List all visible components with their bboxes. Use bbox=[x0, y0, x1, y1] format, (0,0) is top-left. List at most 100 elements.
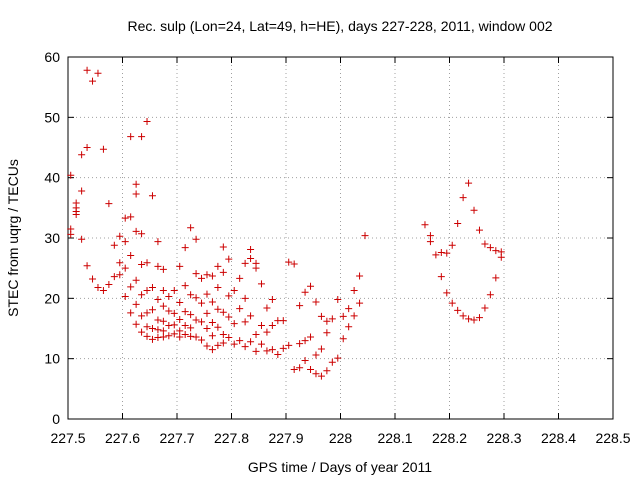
data-point bbox=[219, 308, 227, 316]
data-point bbox=[132, 190, 140, 198]
data-point bbox=[339, 335, 347, 343]
data-point bbox=[257, 321, 265, 329]
data-point bbox=[247, 245, 255, 253]
data-point bbox=[110, 273, 118, 281]
data-point bbox=[328, 358, 336, 366]
data-point bbox=[116, 259, 124, 267]
data-point bbox=[198, 299, 206, 307]
data-point bbox=[192, 235, 200, 243]
data-point bbox=[208, 272, 216, 280]
data-point bbox=[214, 283, 222, 291]
data-point bbox=[465, 179, 473, 187]
data-point bbox=[138, 261, 146, 269]
data-point bbox=[323, 317, 331, 325]
data-point bbox=[334, 354, 342, 362]
data-point bbox=[94, 69, 102, 77]
data-point bbox=[236, 305, 244, 313]
data-point bbox=[208, 346, 216, 354]
data-point bbox=[350, 286, 358, 294]
data-point bbox=[448, 241, 456, 249]
data-point bbox=[279, 344, 287, 352]
data-point bbox=[89, 275, 97, 283]
data-point bbox=[132, 227, 140, 235]
data-point bbox=[99, 145, 107, 153]
data-point bbox=[350, 312, 358, 320]
data-point bbox=[181, 282, 189, 290]
data-point bbox=[317, 372, 325, 380]
data-point bbox=[83, 66, 91, 74]
data-point bbox=[170, 309, 178, 317]
data-point bbox=[356, 299, 364, 307]
data-point bbox=[187, 224, 195, 232]
data-point bbox=[492, 247, 500, 255]
data-point bbox=[208, 332, 216, 340]
x-tick-label: 227.9 bbox=[268, 430, 303, 446]
data-point bbox=[225, 313, 233, 321]
data-point bbox=[159, 286, 167, 294]
data-point bbox=[475, 314, 483, 322]
data-point bbox=[154, 326, 162, 334]
data-point bbox=[165, 321, 173, 329]
data-point bbox=[219, 339, 227, 347]
data-point bbox=[170, 321, 178, 329]
data-point bbox=[345, 305, 353, 313]
y-tick-label: 60 bbox=[44, 49, 60, 65]
y-tick-labels: 0 10 20 30 40 50 60 bbox=[44, 49, 60, 427]
data-point bbox=[236, 274, 244, 282]
data-point bbox=[143, 323, 151, 331]
data-point bbox=[192, 316, 200, 324]
data-point bbox=[148, 335, 156, 343]
data-point bbox=[121, 214, 129, 222]
data-point bbox=[165, 332, 173, 340]
data-point bbox=[345, 323, 353, 331]
axis-ticks bbox=[67, 56, 614, 420]
data-point bbox=[247, 312, 255, 320]
data-point bbox=[110, 241, 118, 249]
data-point bbox=[132, 276, 140, 284]
data-point bbox=[454, 306, 462, 314]
data-point bbox=[475, 226, 483, 234]
data-point bbox=[198, 274, 206, 282]
data-point bbox=[268, 346, 276, 354]
data-point bbox=[148, 325, 156, 332]
x-tick-label: 227.8 bbox=[214, 430, 249, 446]
data-point bbox=[448, 299, 456, 307]
y-tick-label: 10 bbox=[44, 351, 60, 367]
data-point bbox=[285, 341, 293, 349]
y-axis-label: STEC from uqrg / TECUs bbox=[5, 159, 21, 317]
data-point bbox=[257, 340, 265, 348]
data-point bbox=[187, 311, 195, 319]
data-point bbox=[127, 309, 135, 317]
data-point bbox=[274, 350, 282, 358]
data-point bbox=[127, 283, 135, 291]
data-point bbox=[203, 290, 211, 298]
data-point bbox=[187, 332, 195, 340]
data-point bbox=[312, 351, 320, 359]
data-point bbox=[138, 133, 146, 141]
data-point bbox=[105, 200, 113, 208]
data-point bbox=[421, 221, 429, 229]
data-point bbox=[116, 232, 124, 240]
data-point bbox=[143, 259, 151, 267]
data-points bbox=[67, 66, 505, 380]
data-point bbox=[252, 331, 260, 339]
data-point bbox=[285, 258, 293, 266]
data-point bbox=[225, 292, 233, 300]
data-point bbox=[138, 291, 146, 299]
data-point bbox=[159, 333, 167, 341]
data-point bbox=[290, 260, 298, 268]
data-point bbox=[121, 238, 129, 246]
data-point bbox=[121, 293, 129, 301]
data-point bbox=[132, 180, 140, 188]
data-point bbox=[230, 286, 238, 294]
data-point bbox=[83, 262, 91, 270]
y-tick-label: 50 bbox=[44, 109, 60, 125]
data-point bbox=[67, 171, 75, 179]
data-point bbox=[459, 194, 467, 202]
data-point bbox=[437, 273, 445, 281]
data-point bbox=[230, 320, 238, 328]
data-point bbox=[252, 347, 260, 355]
data-point bbox=[143, 332, 151, 340]
data-point bbox=[263, 304, 271, 312]
data-point bbox=[127, 251, 135, 259]
